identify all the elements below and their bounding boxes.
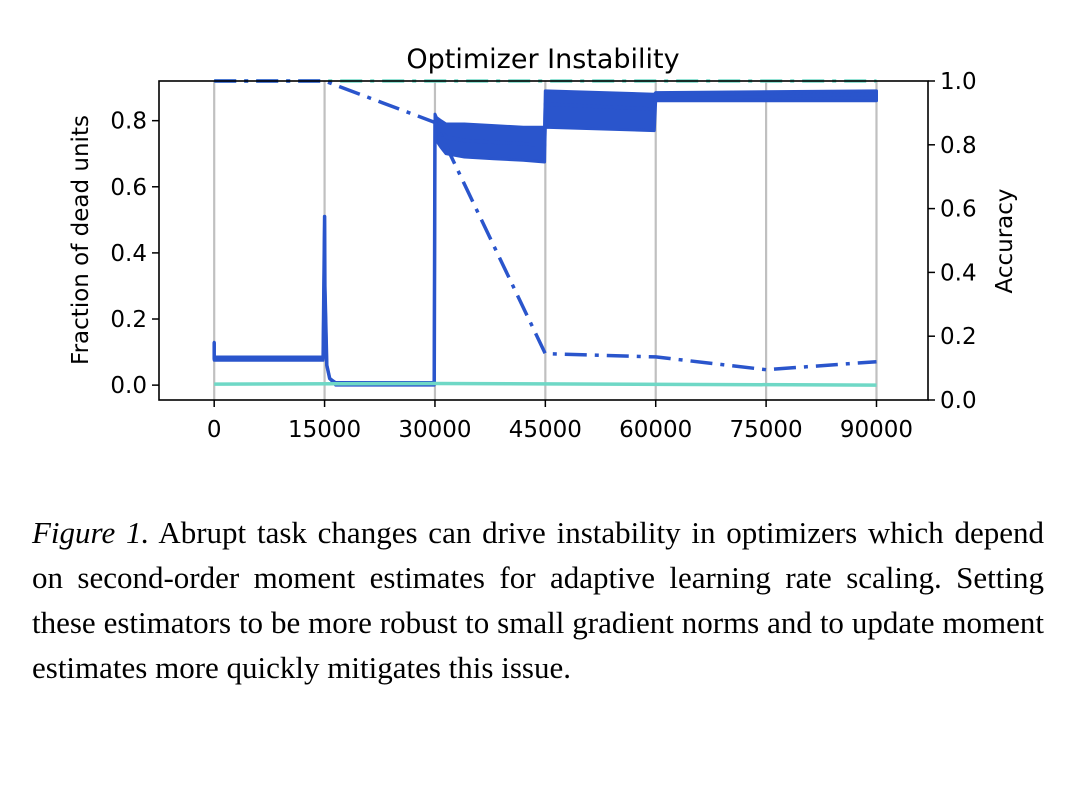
x-tick-label-5: 75000 (730, 417, 803, 443)
plot-frame (158, 80, 929, 401)
y-right-tick-label-0: 0.0 (940, 388, 977, 414)
y-left-tick-label-4: 0.8 (110, 109, 147, 135)
y-left-tick-label-3: 0.6 (110, 175, 147, 201)
caption-text: Abrupt task changes can drive instabilit… (32, 515, 1044, 685)
x-tick-label-4: 60000 (619, 417, 692, 443)
x-tick-label-0: 0 (207, 417, 222, 443)
y-right-tick-label-2: 0.4 (940, 260, 977, 286)
figure-caption: Figure 1. Abrupt task changes can drive … (32, 510, 1044, 690)
caption-label: Figure 1. (32, 515, 150, 550)
y-left-tick-label-1: 0.2 (110, 307, 147, 333)
series-1-light-solid (214, 381, 877, 387)
x-tick-label-6: 90000 (840, 417, 913, 443)
y-left-tick-label-2: 0.4 (110, 241, 147, 267)
x-tick-label-2: 30000 (398, 417, 471, 443)
y-right-tick-label-3: 0.6 (940, 197, 977, 223)
y-right-tick-label-4: 0.8 (940, 133, 977, 159)
y-right-tick-label-1: 0.2 (940, 324, 977, 350)
y-axis-right-label: Accuracy (992, 188, 1018, 293)
y-left-tick-label-0: 0.0 (110, 373, 147, 399)
chart-title: Optimizer Instability (406, 44, 679, 75)
x-tick-label-3: 45000 (509, 417, 582, 443)
y-right-tick-label-5: 1.0 (940, 69, 977, 95)
chart: Optimizer Instability 0 15000 30000 45000 60… (68, 44, 1018, 443)
x-tick-label-1: 15000 (288, 417, 361, 443)
y-axis-left-label: Fraction of dead units (68, 115, 94, 365)
